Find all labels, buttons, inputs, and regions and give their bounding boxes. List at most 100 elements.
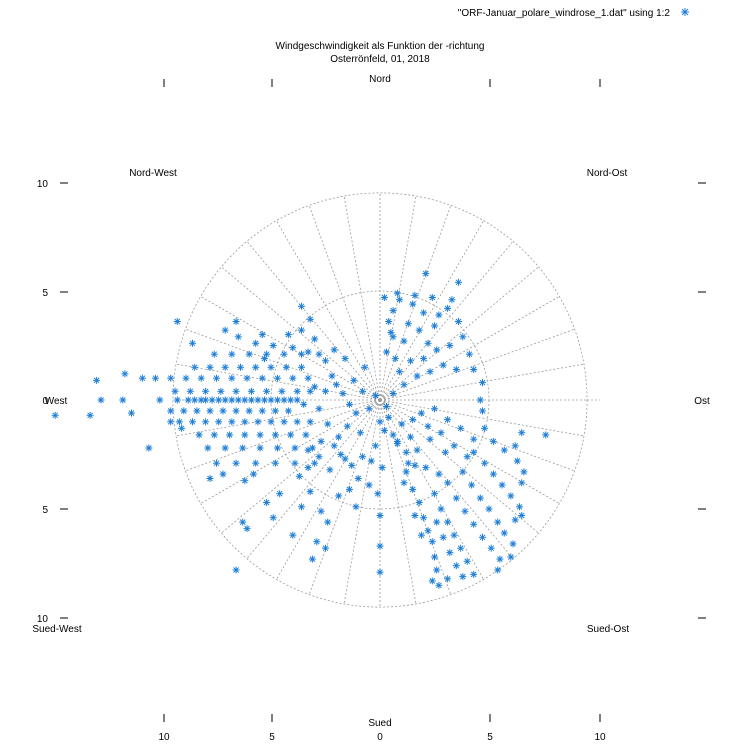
data-point [258, 331, 266, 339]
data-point [439, 533, 447, 541]
y-tick-marks-right [698, 182, 706, 619]
data-point [326, 466, 334, 474]
data-point [202, 387, 210, 395]
data-point [178, 424, 186, 432]
data-point [302, 431, 310, 439]
data-point [496, 555, 504, 563]
data-point [481, 459, 489, 467]
data-point [387, 328, 395, 336]
data-point [420, 355, 428, 363]
data-point [276, 490, 284, 498]
grid-spoke [185, 328, 381, 401]
grid-spoke [246, 399, 381, 559]
y-tick-label: 0 [42, 396, 48, 407]
data-point [511, 516, 519, 524]
data-point [428, 294, 436, 301]
grid-spoke [379, 220, 484, 401]
data-point [315, 350, 323, 358]
data-point [441, 448, 449, 456]
data-point [380, 294, 388, 301]
data-point [481, 424, 489, 432]
data-point [121, 370, 129, 378]
data-point [278, 387, 286, 395]
data-point [435, 311, 443, 319]
data-point [311, 383, 319, 391]
data-point [298, 302, 305, 310]
data-point [313, 538, 321, 546]
compass-east: Ost [694, 396, 710, 407]
x-tick-label: 10 [594, 732, 606, 743]
data-point [431, 405, 438, 413]
data-point [367, 457, 375, 465]
data-point [304, 374, 312, 382]
data-point [206, 407, 214, 415]
data-point [348, 461, 356, 469]
data-point [186, 387, 194, 395]
data-point [383, 403, 390, 410]
grid-spoke [221, 399, 381, 534]
data-point [289, 344, 297, 352]
data-point [393, 289, 401, 297]
x-tick-label: 5 [487, 732, 493, 743]
x-tick-label: 5 [269, 732, 275, 743]
data-point [365, 405, 373, 413]
data-point [239, 444, 247, 452]
data-point [328, 372, 336, 380]
data-point [189, 418, 196, 426]
data-point [354, 475, 362, 482]
data-point [415, 326, 423, 334]
data-point [256, 444, 264, 452]
data-point [287, 431, 295, 439]
data-point [311, 335, 319, 343]
data-point [228, 418, 236, 426]
data-point [433, 346, 441, 354]
data-point [356, 429, 364, 437]
data-point [459, 573, 467, 581]
data-point [184, 396, 192, 404]
data-point [293, 396, 301, 404]
data-point [254, 418, 262, 426]
data-point [306, 488, 314, 496]
y-tick-label: 5 [42, 505, 48, 516]
data-point [518, 479, 526, 487]
data-point [258, 374, 266, 382]
data-point [450, 442, 458, 450]
data-point [215, 396, 223, 404]
data-point [413, 372, 421, 380]
data-point [457, 544, 465, 552]
data-point [455, 278, 462, 286]
data-point [182, 374, 190, 382]
data-point [284, 331, 292, 339]
data-point [409, 485, 417, 493]
data-point [228, 374, 236, 382]
data-point [446, 342, 454, 349]
data-point [252, 459, 260, 467]
data-point [402, 448, 410, 456]
data-point [97, 396, 105, 404]
data-point [293, 387, 301, 395]
data-point [422, 464, 430, 472]
data-point [274, 374, 281, 382]
data-point [324, 518, 332, 526]
data-point [393, 437, 401, 445]
data-point [219, 407, 227, 415]
data-point [245, 407, 253, 415]
data-point [409, 416, 417, 424]
y-tick-label: 10 [37, 179, 49, 190]
data-point [274, 444, 281, 452]
data-point [232, 407, 240, 415]
data-point [221, 363, 229, 371]
data-point [359, 387, 367, 395]
data-point [407, 357, 414, 365]
data-point [304, 348, 312, 356]
data-point [202, 418, 210, 426]
data-point [352, 503, 360, 511]
compass-south-west: Sued-West [32, 624, 82, 635]
data-point [208, 396, 216, 404]
data-point [452, 494, 460, 502]
grid-spoke [379, 399, 560, 504]
data-point [374, 490, 382, 498]
grid-spoke [276, 399, 381, 580]
data-point [315, 405, 323, 413]
